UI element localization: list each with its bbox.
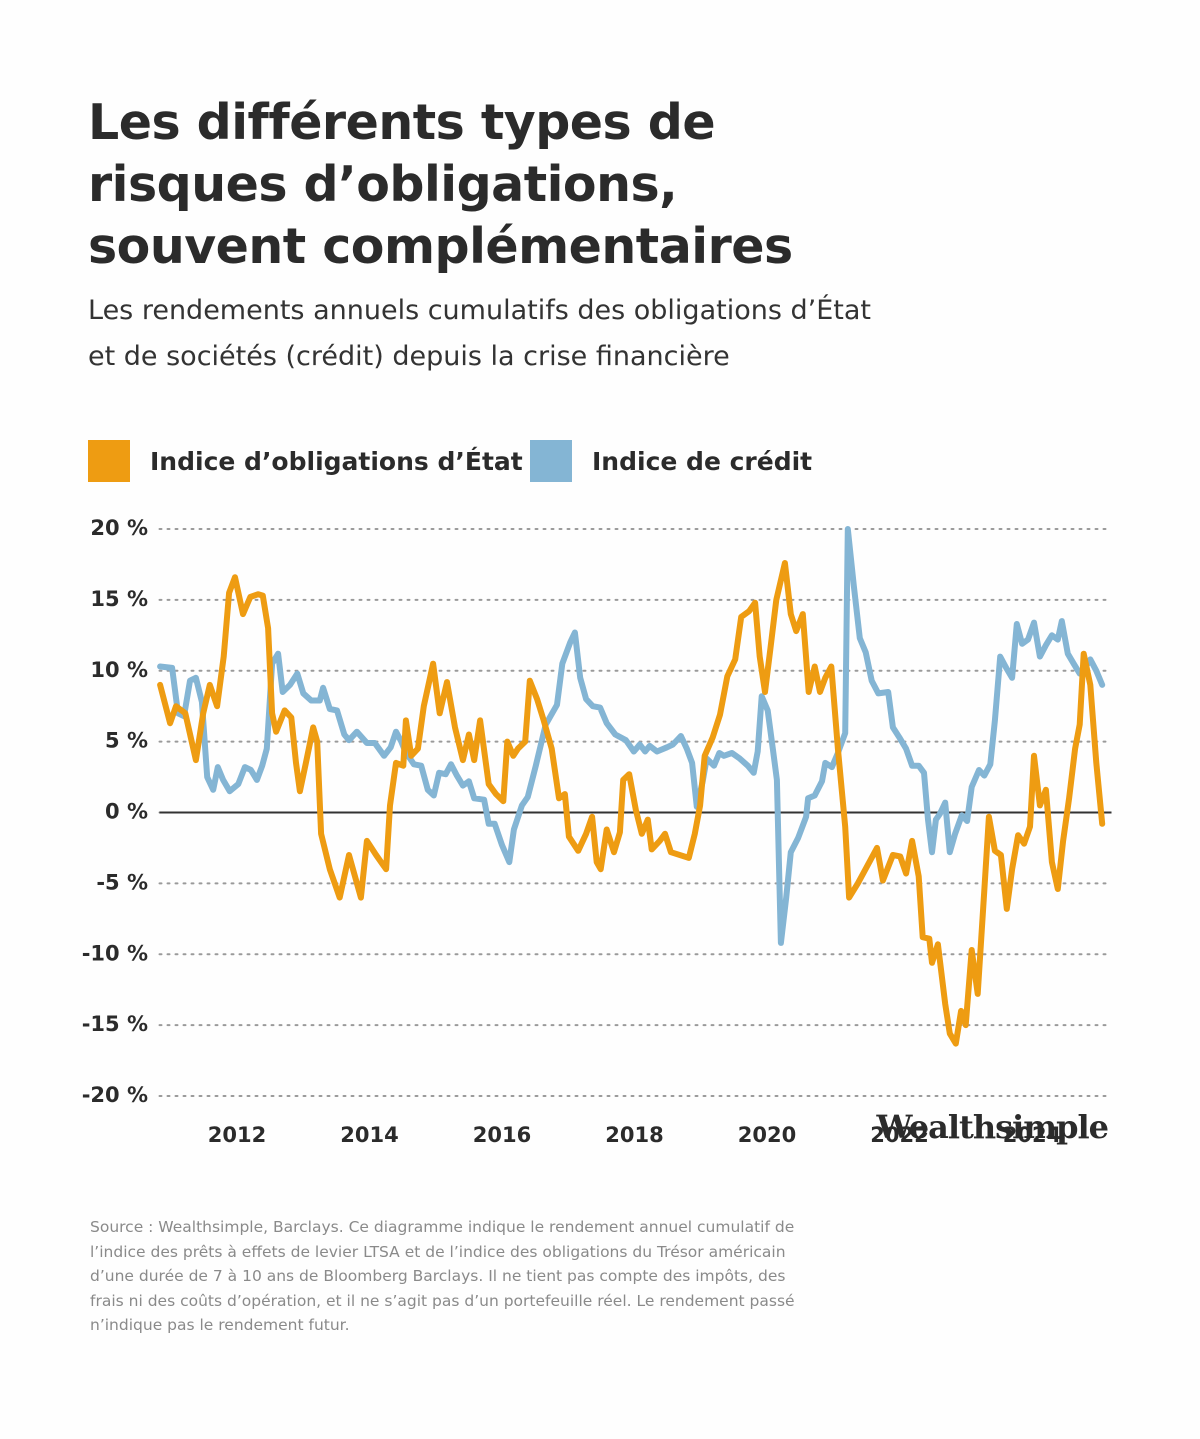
y-tick-label: -20 % xyxy=(82,1083,148,1107)
legend-swatch xyxy=(530,440,572,482)
y-tick-label: -5 % xyxy=(96,870,148,894)
x-tick-label: 2020 xyxy=(738,1123,796,1147)
legend-swatch xyxy=(88,440,130,482)
source-note: Source : Wealthsimple, Barclays. Ce diag… xyxy=(90,1218,795,1334)
x-tick-label: 2012 xyxy=(208,1123,266,1147)
y-tick-label: 5 % xyxy=(105,729,148,753)
data-line xyxy=(157,526,1106,946)
legend-item: Indice de crédit xyxy=(530,440,812,482)
brand-logo: Wealthsimple xyxy=(876,1108,1109,1146)
x-tick-label: 2022 xyxy=(870,1123,928,1147)
legend-label: Indice d’obligations d’État xyxy=(150,446,523,476)
y-tick-label: 0 % xyxy=(105,800,148,824)
y-tick-label: 20 % xyxy=(90,516,148,540)
x-tick-label: 2018 xyxy=(605,1123,663,1147)
chart-subtitle: Les rendements annuels cumulatifs des ob… xyxy=(88,295,871,372)
y-tick-label: -10 % xyxy=(82,941,148,965)
y-tick-label: -15 % xyxy=(82,1012,148,1036)
x-tick-label: 2014 xyxy=(340,1123,398,1147)
y-tick-label: 10 % xyxy=(90,658,148,682)
legend-item: Indice d’obligations d’État xyxy=(88,440,523,482)
legend-label: Indice de crédit xyxy=(592,446,813,476)
x-tick-label: 2024 xyxy=(1003,1123,1061,1147)
x-tick-label: 2016 xyxy=(473,1123,531,1147)
chart-title: Les différents types de risques d’obliga… xyxy=(88,94,793,275)
data-line xyxy=(157,560,1106,1047)
y-tick-label: 15 % xyxy=(90,587,148,611)
chart: 20 % 15 % 10 % 5 % 0 % -5 % -10 % -15 % -20 % 201… xyxy=(82,516,1113,1147)
